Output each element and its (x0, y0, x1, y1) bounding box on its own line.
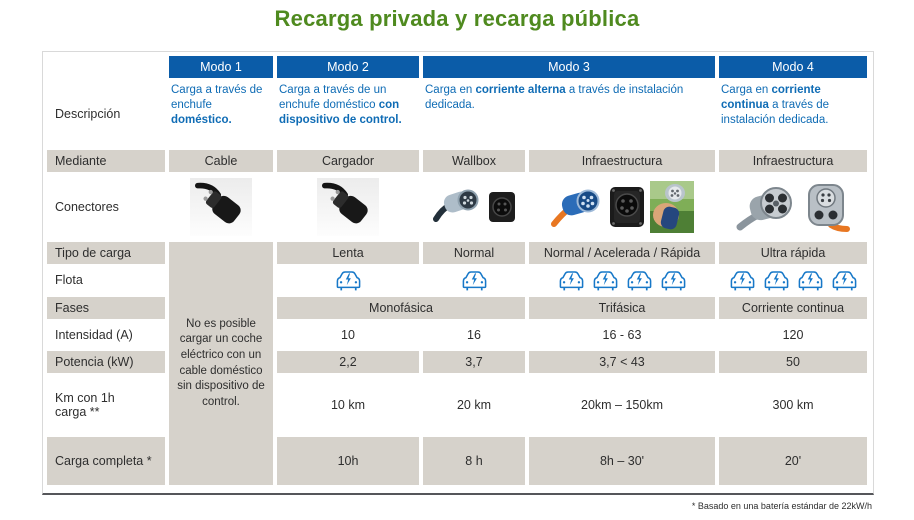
carga-completa-infraestructura: 8h – 30' (529, 437, 715, 485)
potencia-infraestructura: 3,7 < 43 (529, 351, 715, 373)
ev-car-icon (559, 270, 583, 290)
row-label-potencia: Potencia (kW) (47, 351, 165, 373)
row-label-fases: Fases (47, 297, 165, 319)
mediante-wallbox: Wallbox (423, 150, 525, 172)
flota-infraestructura (529, 267, 715, 294)
description-modo4: Carga en corriente continua a través de … (719, 81, 867, 147)
hand-holding-connector-photo (650, 181, 694, 233)
tipo-carga-infraestructura: Normal / Acelerada / Rápida (529, 242, 715, 264)
type1-connector-photo (432, 189, 478, 222)
row-label-conectores: Conectores (47, 175, 165, 239)
schuko-plug-with-control-photo (317, 178, 379, 236)
potencia-modo2: 2,2 (277, 351, 419, 373)
connector-cell-wallbox (423, 175, 525, 239)
modo1-not-possible-note: No es posible cargar un coche eléctrico … (169, 242, 273, 485)
charging-socket-photo (610, 187, 644, 227)
km-infraestructura: 20km – 150km (529, 376, 715, 434)
row-label-carga-completa: Carga completa * (47, 437, 165, 485)
ev-car-icon (336, 270, 360, 290)
row-label-intensidad: Intensidad (A) (47, 322, 165, 348)
fases-trifasica: Trifásica (529, 297, 715, 319)
carga-completa-modo2: 10h (277, 437, 419, 485)
km-modo4: 300 km (719, 376, 867, 434)
connector-cell-modo1 (169, 175, 273, 239)
connector-cell-modo2 (277, 175, 419, 239)
column-header-modo2: Modo 2 (277, 56, 419, 78)
km-wallbox: 20 km (423, 376, 525, 434)
type2-connector-photo (551, 189, 600, 227)
ev-car-icon (661, 270, 685, 290)
mediante-infraestructura: Infraestructura (529, 150, 715, 172)
mediante-modo2: Cargador (277, 150, 419, 172)
intensidad-modo2: 10 (277, 322, 419, 348)
description-modo3: Carga en corriente alterna a través de i… (423, 81, 715, 147)
fases-monofasica: Monofásica (277, 297, 525, 319)
description-modo1: Carga a través de enchufe doméstico. (169, 81, 273, 147)
page: { "title": "Recarga privada y recarga pú… (0, 6, 914, 520)
connector-cell-modo4 (719, 175, 867, 239)
flota-modo4 (719, 267, 867, 294)
intensidad-infraestructura: 16 - 63 (529, 322, 715, 348)
page-title: Recarga privada y recarga pública (274, 6, 640, 31)
ev-car-icon (627, 270, 651, 290)
ccs-connector-photo (807, 184, 850, 232)
column-header-modo4: Modo 4 (719, 56, 867, 78)
potencia-modo4: 50 (719, 351, 867, 373)
flota-modo2 (277, 267, 419, 294)
carga-completa-wallbox: 8 h (423, 437, 525, 485)
flota-wallbox (423, 267, 525, 294)
type1-socket-photo (488, 192, 515, 222)
mediante-modo4: Infraestructura (719, 150, 867, 172)
row-label-tipo-de-carga: Tipo de carga (47, 242, 165, 264)
schuko-plug-photo (190, 178, 252, 236)
intensidad-modo4: 120 (719, 322, 867, 348)
km-modo2: 10 km (277, 376, 419, 434)
ev-car-icon (832, 270, 856, 290)
row-label-km-1h-carga: Km con 1h carga ** (47, 376, 165, 434)
tipo-carga-modo2: Lenta (277, 242, 419, 264)
mediante-modo1: Cable (169, 150, 273, 172)
connector-cell-infraestructura (529, 175, 715, 239)
ev-car-icon (764, 270, 788, 290)
tipo-carga-modo4: Ultra rápida (719, 242, 867, 264)
column-header-modo3: Modo 3 (423, 56, 715, 78)
chademo-connector-photo (736, 187, 792, 231)
charging-modes-table: Modo 1 Modo 2 Modo 3 Modo 4 Descripción … (42, 51, 874, 495)
ev-car-icon (730, 270, 754, 290)
potencia-wallbox: 3,7 (423, 351, 525, 373)
description-modo2: Carga a través de un enchufe doméstico c… (277, 81, 419, 147)
carga-completa-modo4: 20' (719, 437, 867, 485)
ev-car-icon (593, 270, 617, 290)
fases-corriente-continua: Corriente continua (719, 297, 867, 319)
column-header-modo1: Modo 1 (169, 56, 273, 78)
ev-car-icon (798, 270, 822, 290)
row-label-mediante: Mediante (47, 150, 165, 172)
ev-car-icon (462, 270, 486, 290)
tipo-carga-wallbox: Normal (423, 242, 525, 264)
intensidad-wallbox: 16 (423, 322, 525, 348)
row-label-flota: Flota (47, 267, 165, 294)
row-label-descripcion: Descripción (47, 81, 165, 147)
battery-footnote: * Basado en una batería estándar de 22kW… (691, 501, 872, 511)
